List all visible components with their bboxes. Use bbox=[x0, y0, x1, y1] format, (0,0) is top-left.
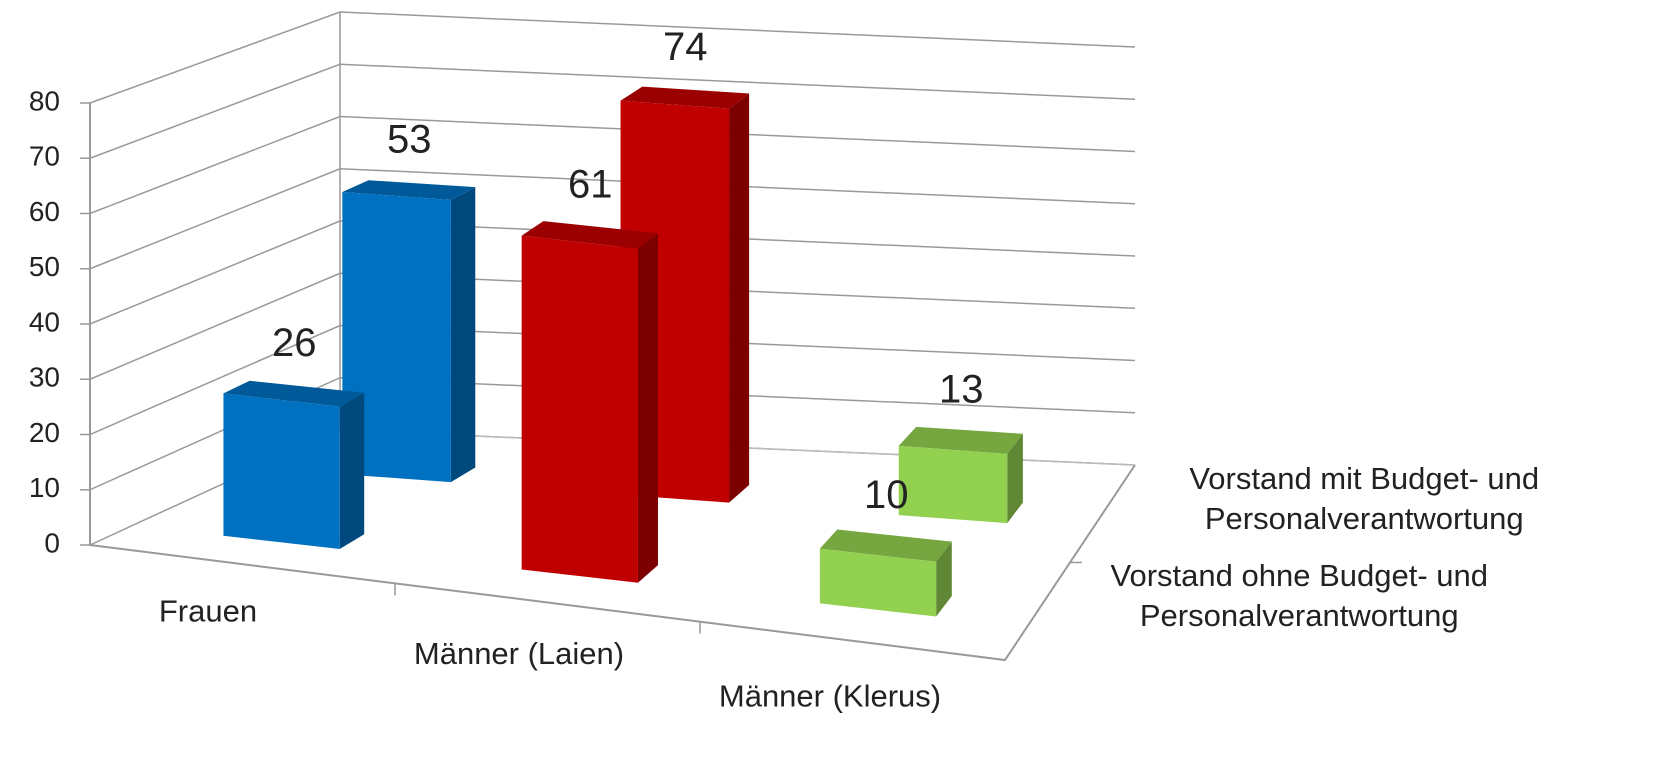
bar-front bbox=[898, 445, 1008, 524]
bar-side bbox=[450, 187, 476, 483]
bar-top bbox=[342, 180, 476, 201]
grid-line bbox=[89, 11, 1136, 104]
y-tick-label: 0 bbox=[44, 527, 60, 558]
bar-side bbox=[1007, 433, 1023, 524]
bar-side bbox=[729, 93, 750, 503]
bar-side bbox=[339, 392, 365, 549]
x-tick-label: Frauen bbox=[159, 594, 257, 629]
y-tick-label: 60 bbox=[29, 196, 60, 227]
value-label: 10 bbox=[864, 473, 909, 517]
bar-front bbox=[342, 192, 451, 483]
bar-top bbox=[521, 221, 658, 249]
y-tick-label: 80 bbox=[29, 85, 60, 116]
y-tick-label: 40 bbox=[29, 306, 60, 337]
bar-front bbox=[521, 235, 638, 583]
bar-top bbox=[898, 426, 1023, 454]
x-tick-label: Männer (Klerus) bbox=[719, 678, 941, 713]
value-label: 74 bbox=[663, 25, 708, 69]
value-label: 53 bbox=[387, 117, 432, 161]
series-label: Vorstand mit Budget- und Personalverantw… bbox=[1189, 460, 1540, 536]
value-label: 13 bbox=[939, 368, 984, 412]
grid-line bbox=[89, 115, 1136, 215]
bar-side bbox=[936, 541, 952, 617]
bar-front bbox=[819, 548, 937, 617]
y-tick-label: 30 bbox=[29, 362, 60, 393]
bar bbox=[898, 426, 1023, 524]
bar-side bbox=[637, 233, 658, 583]
y-tick-label: 70 bbox=[29, 141, 60, 172]
value-label: 26 bbox=[272, 321, 317, 365]
bar-front bbox=[223, 393, 340, 549]
bar-top bbox=[223, 380, 365, 407]
bar bbox=[223, 380, 365, 549]
x-tick-label: Männer (Laien) bbox=[414, 636, 624, 671]
y-tick-label: 10 bbox=[29, 472, 60, 503]
bar-top bbox=[819, 529, 952, 562]
bar bbox=[521, 221, 658, 583]
series-label: Vorstand ohne Budget- und Personalverant… bbox=[1110, 558, 1488, 634]
bar bbox=[819, 529, 952, 617]
y-tick-label: 50 bbox=[29, 251, 60, 282]
bar-top bbox=[620, 86, 750, 109]
value-label: 61 bbox=[568, 162, 613, 206]
y-tick-label: 20 bbox=[29, 417, 60, 448]
bar bbox=[342, 180, 476, 483]
